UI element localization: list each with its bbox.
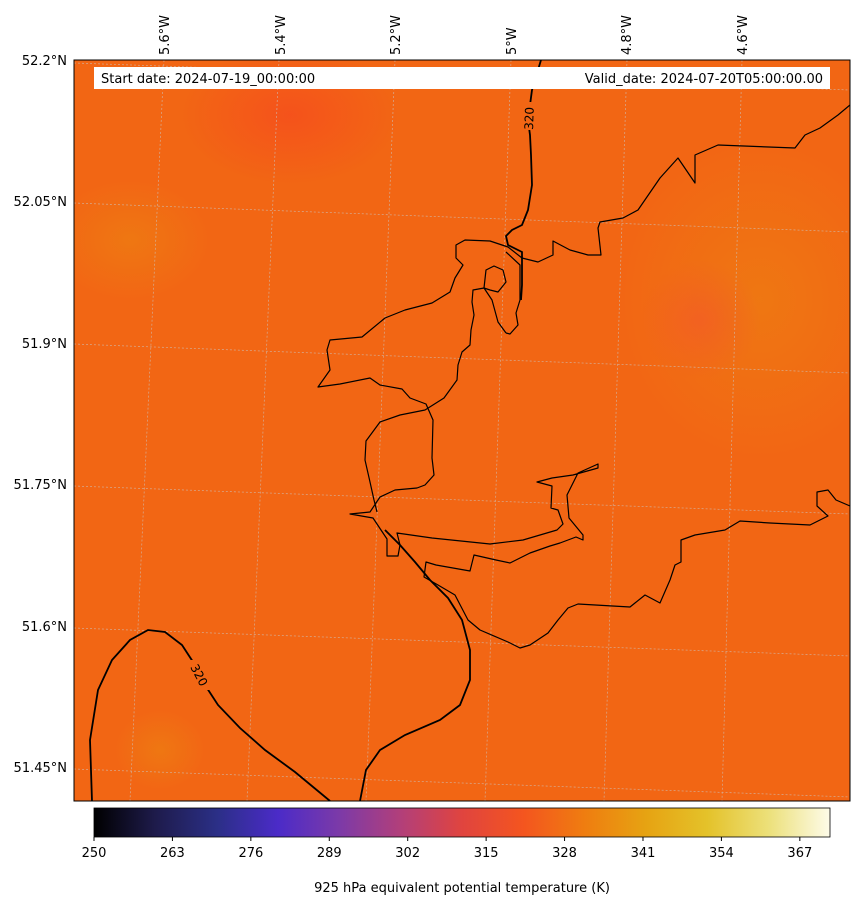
lon-label: 5.4°W (274, 15, 289, 55)
colorbar-label: 925 hPa equivalent potential temperature… (314, 881, 610, 896)
colorbar-ticks: 250 263 276 289 302 315 328 341 354 367 (82, 837, 812, 861)
contour-label-bg-2 (186, 660, 212, 690)
coastlines (317, 104, 850, 649)
coastline-island (483, 265, 507, 293)
contour-label-bg (520, 102, 538, 130)
colorbar-tick-label: 354 (709, 846, 734, 861)
contour-label-north: 320 (522, 107, 537, 130)
start-date: Start date: 2024-07-19_00:00:00 (101, 72, 315, 87)
warm-region (180, 60, 400, 185)
gridlines (74, 60, 850, 801)
coastline-north (317, 104, 850, 649)
lon-label: 4.8°W (620, 15, 635, 55)
lat-label: 52.2°N (22, 54, 67, 69)
colorbar-gradient (93, 807, 831, 838)
contour-labels: 320 320 (186, 102, 538, 690)
lon-label: 5.2°W (389, 15, 404, 55)
lon-label: 5°W (505, 27, 520, 55)
colorbar-tick-label: 341 (631, 846, 656, 861)
map-frame (73, 59, 851, 802)
colorbar-tick-label: 263 (160, 846, 185, 861)
colorbar-tick-label: 250 (82, 846, 107, 861)
colorbar-tick-label: 289 (317, 846, 342, 861)
colorbar-tick-label: 276 (238, 846, 263, 861)
lat-label: 51.9°N (22, 337, 67, 352)
cool-region-south (115, 710, 205, 790)
lat-label: 51.6°N (22, 620, 67, 635)
lon-label: 4.6°W (736, 15, 751, 55)
coastline-peninsula (364, 287, 507, 513)
warm-region-east (640, 260, 760, 380)
contour-320-channel (359, 529, 471, 801)
colorbar: 250 263 276 289 302 315 328 341 354 367 925 hPa e… (82, 807, 831, 896)
colorbar-tick-label: 367 (787, 846, 812, 861)
coastline-estuary (505, 251, 521, 335)
colorbar-tick-label: 315 (474, 846, 499, 861)
lon-label: 5.6°W (158, 15, 173, 55)
valid-date: Valid_date: 2024-07-20T05:00:00.00 (585, 72, 823, 87)
contour-320-south (89, 629, 331, 801)
date-banner: Start date: 2024-07-19_00:00:00 Valid_da… (94, 67, 830, 89)
colorbar-tick-label: 328 (552, 846, 577, 861)
longitude-labels: 5.6°W 5.4°W 5.2°W 5°W 4.8°W 4.6°W (158, 15, 751, 55)
lat-label: 52.05°N (14, 195, 67, 210)
lat-label: 51.45°N (14, 761, 67, 776)
map-area: 320 320 (74, 60, 850, 801)
colorbar-tick-label: 302 (395, 846, 420, 861)
cool-region-west (74, 180, 210, 300)
lat-label: 51.75°N (14, 478, 67, 493)
latitude-labels: 52.2°N 52.05°N 51.9°N 51.75°N 51.6°N 51.… (14, 54, 67, 776)
date-banner-bg (94, 67, 830, 89)
